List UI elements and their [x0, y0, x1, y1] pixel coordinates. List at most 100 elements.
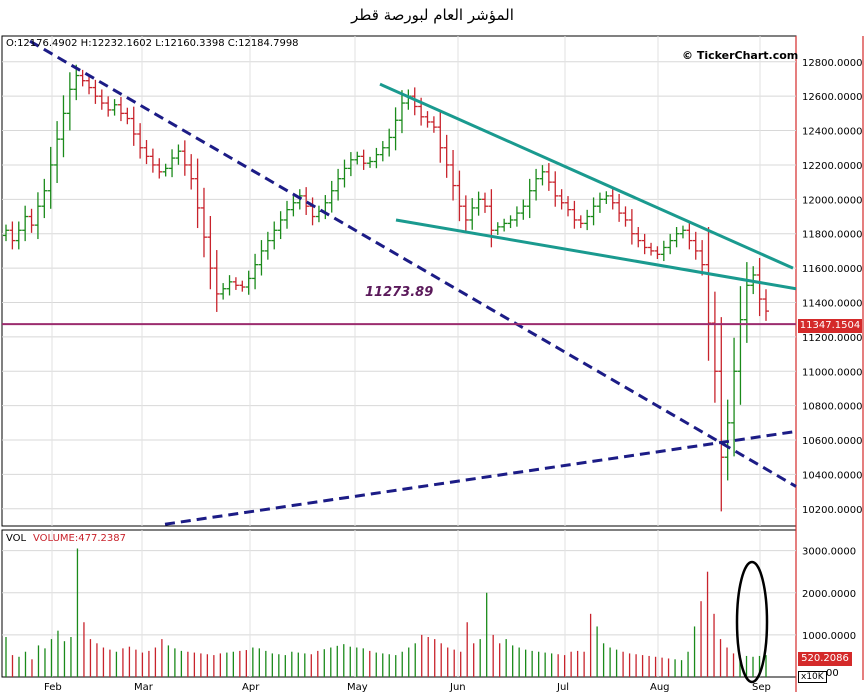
ohlc-bar — [584, 209, 591, 231]
price-tick-label: 12600.0000 — [802, 92, 862, 103]
x-tick-label-jun: Jun — [449, 682, 466, 693]
ohlc-bar — [596, 192, 603, 213]
ohlc-bar — [354, 151, 361, 165]
price-tick-label: 10400.0000 — [802, 470, 862, 481]
price-tick-label: 10800.0000 — [802, 402, 862, 413]
ohlc-bar — [590, 197, 597, 226]
price-tick-label: 11200.0000 — [802, 333, 862, 344]
ohlc-bar — [175, 144, 182, 165]
ohlc-bar — [603, 191, 610, 204]
ohlc-bar — [34, 192, 41, 240]
ohlc-bar — [520, 199, 527, 220]
ohlc-bar — [513, 206, 520, 227]
ohlc-bar — [641, 233, 648, 255]
chart-title: المؤشر العام لبورصة قطر — [351, 6, 514, 24]
x-tick-label-sep: Sep — [752, 682, 771, 693]
ohlc-bar — [252, 253, 259, 290]
ohlc-bar — [149, 148, 156, 173]
ohlc-bar — [3, 224, 9, 242]
ohlc-bar — [667, 233, 674, 255]
ohlc-bar — [303, 187, 310, 215]
price-tick-label: 12400.0000 — [802, 127, 862, 138]
ohlc-bar — [341, 159, 348, 188]
x-tick-label-apr: Apr — [242, 682, 260, 693]
ohlc-bar — [315, 205, 322, 223]
ohlc-bar — [405, 89, 412, 110]
ohlc-bar — [386, 128, 393, 157]
downtrend-dashed-line — [29, 39, 797, 488]
ohlc-bar — [699, 240, 706, 276]
ohlc-bar — [47, 146, 54, 209]
ohlc-bar — [756, 257, 763, 317]
ohlc-bar — [137, 123, 144, 159]
price-tick-label: 10200.0000 — [802, 505, 862, 516]
ohlc-bar — [207, 216, 214, 290]
ohlc-bar — [194, 158, 201, 229]
volume-panel-frame — [1, 529, 797, 678]
wedge-upper-line — [379, 82, 794, 270]
ohlc-bar — [181, 140, 188, 176]
volume-tick-label: 1000.0000 — [802, 631, 856, 642]
ohlc-bar — [635, 227, 642, 248]
ohlc-bar — [264, 231, 271, 260]
ohlc-bar — [628, 209, 635, 245]
ohlc-bar — [73, 64, 80, 101]
ohlc-bar — [475, 191, 482, 216]
price-tick-label: 11400.0000 — [802, 298, 862, 309]
price-tick-label: 12000.0000 — [802, 195, 862, 206]
ohlc-bar — [430, 116, 437, 133]
ohlc-bar — [328, 180, 335, 213]
ohlc-bar — [213, 250, 220, 312]
ohlc-bar — [277, 211, 284, 240]
x-tick-label-may: May — [347, 682, 368, 693]
ohlc-bar — [379, 141, 386, 162]
volume-tick-label: 2000.0000 — [802, 589, 856, 600]
ohlc-bar — [565, 196, 572, 217]
uptrend-dashed-line — [164, 429, 797, 526]
ohlc-bar — [232, 277, 239, 290]
ohlc-bar — [571, 200, 578, 229]
ohlc-bar — [111, 99, 118, 116]
price-tick-label: 11800.0000 — [802, 230, 862, 241]
price-tick-label: 11600.0000 — [802, 264, 862, 275]
price-tick-label: 10600.0000 — [802, 436, 862, 447]
x-tick-label-aug: Aug — [650, 682, 670, 693]
ohlc-bar — [143, 140, 150, 165]
ohlc-bar — [9, 221, 16, 250]
ohlc-bar — [737, 286, 744, 405]
ohlc-bar — [494, 222, 501, 235]
ohlc-bar — [54, 121, 61, 183]
ohlc-bar — [130, 106, 137, 146]
ohlc-bar — [392, 107, 399, 151]
x-tick-label-feb: Feb — [44, 682, 62, 693]
ohlc-bar — [169, 149, 176, 178]
ohlc-bar — [622, 206, 629, 227]
ohlc-bar — [609, 189, 616, 210]
wedge-lower-line — [395, 218, 797, 291]
ohlc-bar — [533, 168, 540, 201]
ohlc-bar — [545, 163, 552, 191]
ohlc-bar — [456, 170, 463, 222]
ohlc-bar — [743, 262, 750, 343]
ohlc-bar — [481, 192, 488, 213]
ohlc-bar — [763, 289, 769, 321]
price-tick-label: 12800.0000 — [802, 58, 862, 69]
ohlc-bar — [469, 198, 476, 230]
ohlc-bar — [258, 240, 265, 276]
ohlc-bar — [616, 194, 623, 222]
ohlc-bar — [443, 134, 450, 178]
ohlc-bar — [226, 275, 233, 296]
ohlc-bar — [162, 163, 169, 177]
ohlc-bar — [660, 240, 667, 262]
ohlc-bar — [335, 168, 342, 201]
ohlc-bar — [105, 96, 112, 117]
ohlc-bar — [220, 283, 227, 300]
x-tick-label-jul: Jul — [556, 682, 569, 693]
price-tick-label: 12200.0000 — [802, 161, 862, 172]
ohlc-bar — [124, 107, 131, 125]
price-tick-label: 11000.0000 — [802, 367, 862, 378]
ohlc-bar — [245, 270, 252, 295]
ohlc-bar — [284, 200, 291, 229]
ohlc-bar — [86, 73, 93, 95]
ohlc-bar — [462, 195, 469, 231]
